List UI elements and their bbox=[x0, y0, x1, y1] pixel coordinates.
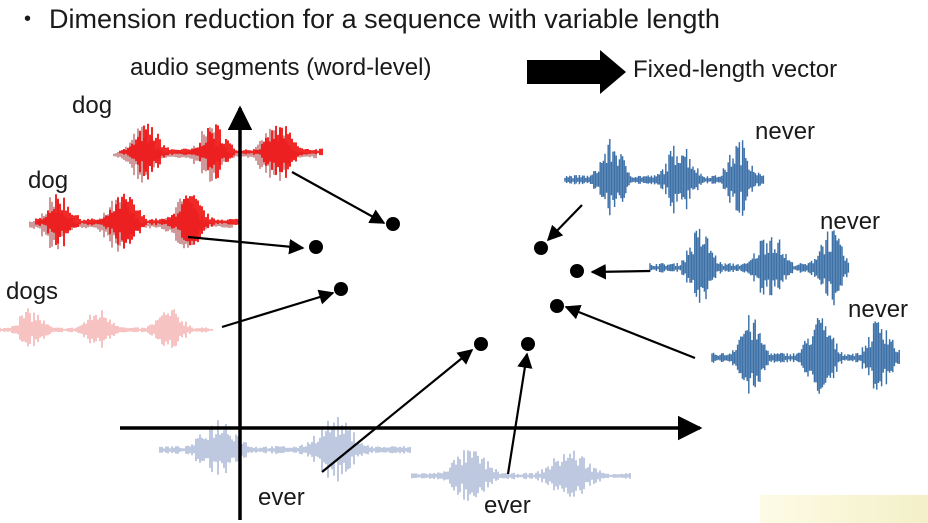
waveform-ever-1 bbox=[159, 417, 411, 482]
word-label-never-1: never bbox=[755, 118, 816, 145]
point-dog1 bbox=[386, 217, 400, 231]
arrow-dogs bbox=[221, 289, 335, 329]
arrow-dog2 bbox=[187, 235, 305, 255]
output-label: Fixed-length vector bbox=[633, 56, 838, 83]
point-ever1 bbox=[474, 337, 488, 351]
arrow-never2 bbox=[590, 264, 651, 280]
word-label-dog-2: dog bbox=[28, 167, 69, 194]
arrow-never3 bbox=[564, 304, 696, 360]
slide-title: • Dimension reduction for a sequence with… bbox=[24, 4, 720, 35]
waveform-never-2 bbox=[649, 228, 850, 306]
arrow-ever1 bbox=[321, 349, 474, 473]
waveform-ever-2 bbox=[411, 450, 631, 501]
point-never3 bbox=[550, 299, 564, 313]
transform-arrow-icon bbox=[527, 50, 626, 94]
word-label-dogs: dogs bbox=[6, 278, 59, 305]
point-never2 bbox=[570, 264, 584, 278]
input-label: audio segments (word-level) bbox=[130, 54, 432, 81]
title-text: Dimension reduction for a sequence with … bbox=[49, 4, 720, 34]
waveform-never-3 bbox=[711, 315, 900, 394]
arrow-dog1 bbox=[291, 171, 386, 224]
word-label-never-3: never bbox=[848, 296, 909, 323]
waveform-dog-2 bbox=[29, 193, 239, 252]
waveform-never-1 bbox=[564, 139, 765, 216]
point-dogs bbox=[334, 282, 348, 296]
waveform-dogs bbox=[0, 308, 213, 348]
waveform-layer bbox=[0, 123, 900, 501]
word-label-never-2: never bbox=[820, 208, 881, 235]
waveform-dog-1 bbox=[113, 123, 323, 183]
arrow-ever2 bbox=[506, 352, 533, 475]
word-label-ever-2: ever bbox=[484, 492, 531, 519]
arrow-never1 bbox=[546, 204, 583, 242]
point-ever2 bbox=[521, 337, 535, 351]
bullet-icon: • bbox=[24, 8, 32, 30]
point-dog2 bbox=[309, 240, 323, 254]
word-label-dog-1: dog bbox=[72, 92, 113, 119]
point-never1 bbox=[534, 241, 548, 255]
word-label-ever-1: ever bbox=[258, 484, 305, 511]
corner-highlight bbox=[760, 495, 928, 523]
